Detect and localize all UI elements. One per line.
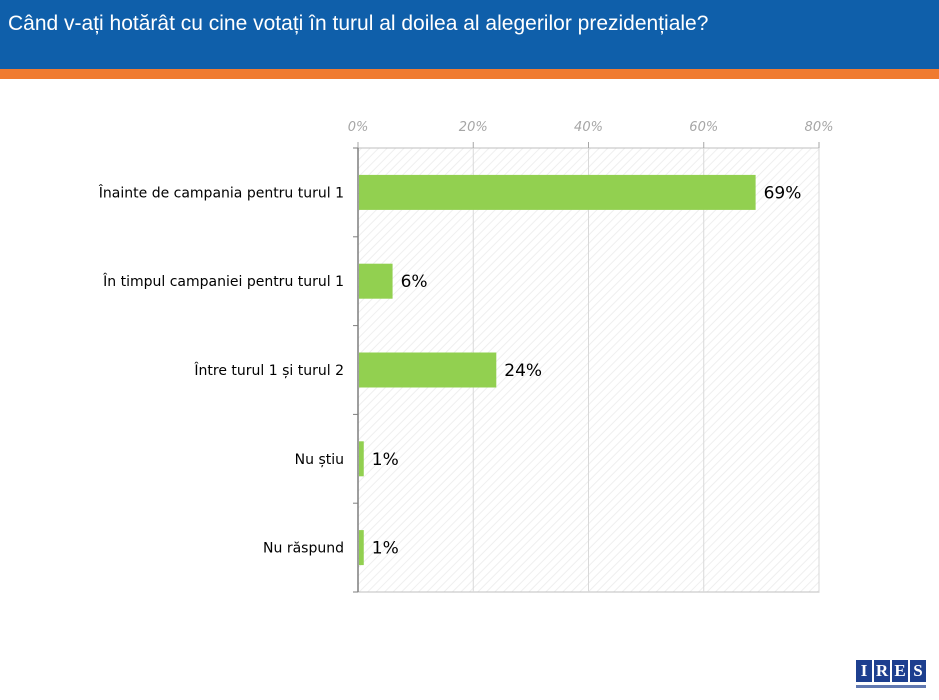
category-label: În timpul campaniei pentru turul 1	[102, 272, 344, 290]
bar	[359, 174, 756, 210]
x-tick-label: 80%	[805, 120, 834, 135]
logo-letter: R	[874, 660, 890, 682]
category-label: Nu știu	[295, 452, 344, 468]
bar	[359, 263, 393, 299]
logo-letter: S	[910, 660, 926, 682]
x-tick-label: 0%	[348, 120, 369, 135]
data-label: 69%	[764, 183, 802, 203]
data-label: 6%	[401, 272, 428, 292]
category-label: Între turul 1 și turul 2	[193, 361, 344, 379]
page-title: Când v-ați hotărât cu cine votați în tur…	[8, 12, 709, 35]
logo-letter: E	[892, 660, 908, 682]
data-label: 24%	[504, 361, 542, 381]
bar	[359, 352, 497, 388]
category-label: Înainte de campania pentru turul 1	[98, 183, 344, 201]
x-tick-label: 20%	[459, 120, 488, 135]
x-tick-label: 60%	[689, 120, 718, 135]
header-stripe	[0, 69, 939, 79]
bar	[359, 530, 364, 566]
data-label: 1%	[372, 539, 399, 559]
logo-letter: I	[856, 660, 872, 682]
data-label: 1%	[372, 450, 399, 470]
x-tick-label: 40%	[574, 120, 603, 135]
header-bar: Când v-ați hotărât cu cine votați în tur…	[0, 0, 939, 69]
category-label: Nu răspund	[263, 541, 344, 557]
bar	[359, 441, 364, 477]
